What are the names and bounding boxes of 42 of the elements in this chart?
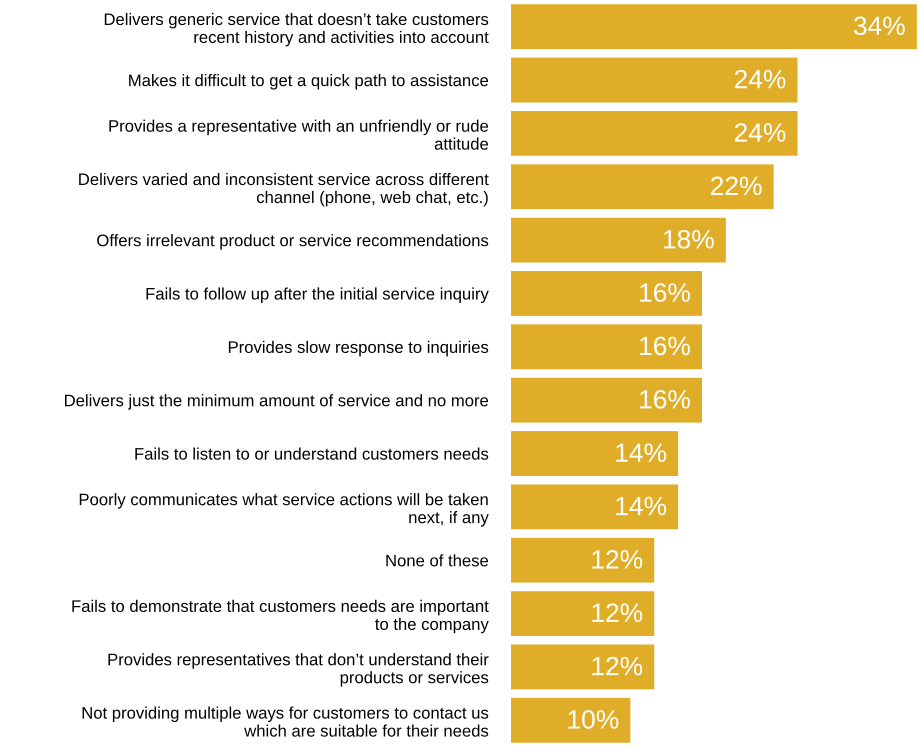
bar bbox=[511, 591, 654, 636]
data-label: 16% bbox=[640, 283, 690, 302]
bar bbox=[511, 644, 654, 690]
data-label: 16% bbox=[640, 336, 690, 356]
data-label: 12% bbox=[592, 656, 642, 676]
y-tick-label: Poorly communicates what service actions will be taken next, if any bbox=[80, 493, 489, 527]
data-label: 14% bbox=[616, 443, 666, 462]
bar bbox=[511, 164, 774, 210]
y-tick-label: Fails to follow up after the initial service inquiry bbox=[146, 287, 489, 303]
bar bbox=[511, 698, 630, 743]
data-label: 10% bbox=[568, 710, 618, 729]
bar bbox=[511, 218, 726, 263]
y-tick-label: Provides slow response to inquiries bbox=[228, 340, 488, 356]
y-tick-label: None of these bbox=[386, 554, 488, 566]
y-tick-label: Delivers varied and inconsistent service across different channel (phone, web chat, etc.) bbox=[79, 172, 489, 206]
y-tick-label: Delivers generic service that doesn’t take customers recent history and activities into account bbox=[104, 12, 489, 46]
data-label: 16% bbox=[640, 390, 690, 409]
data-label: 12% bbox=[592, 550, 642, 569]
bar bbox=[511, 271, 702, 316]
bar bbox=[511, 110, 798, 156]
data-label: 34% bbox=[854, 16, 905, 36]
y-tick-label: Fails to demonstrate that customers needs are important to the company bbox=[72, 600, 489, 634]
bar bbox=[511, 538, 654, 583]
data-label: 22% bbox=[711, 176, 762, 196]
y-tick-label: Fails to listen to or understand customers needs bbox=[135, 447, 488, 460]
y-tick-label: Offers irrelevant product or service recommendations bbox=[97, 234, 488, 250]
y-tick-label: Makes it difficult to get a quick path to assistance bbox=[129, 74, 488, 90]
data-label: 24% bbox=[734, 123, 786, 142]
data-label: 12% bbox=[592, 603, 642, 622]
y-tick-label: Provides representatives that don’t understand their products or services bbox=[108, 653, 489, 687]
bar bbox=[511, 4, 917, 50]
data-label: 14% bbox=[616, 496, 666, 516]
bar bbox=[511, 58, 798, 102]
bar bbox=[511, 324, 702, 370]
data-label: 24% bbox=[734, 70, 786, 88]
bar bbox=[511, 431, 678, 476]
y-tick-label: Provides a representative with an unfriendly or rude attitude bbox=[109, 120, 488, 150]
bar bbox=[511, 378, 702, 423]
y-tick-label: Delivers just the minimum amount of service and no more bbox=[65, 394, 488, 410]
bar bbox=[511, 484, 678, 530]
y-tick-label: Not providing multiple ways for customers to contact us which are suitable for their needs bbox=[82, 706, 488, 737]
data-label: 18% bbox=[664, 230, 714, 249]
